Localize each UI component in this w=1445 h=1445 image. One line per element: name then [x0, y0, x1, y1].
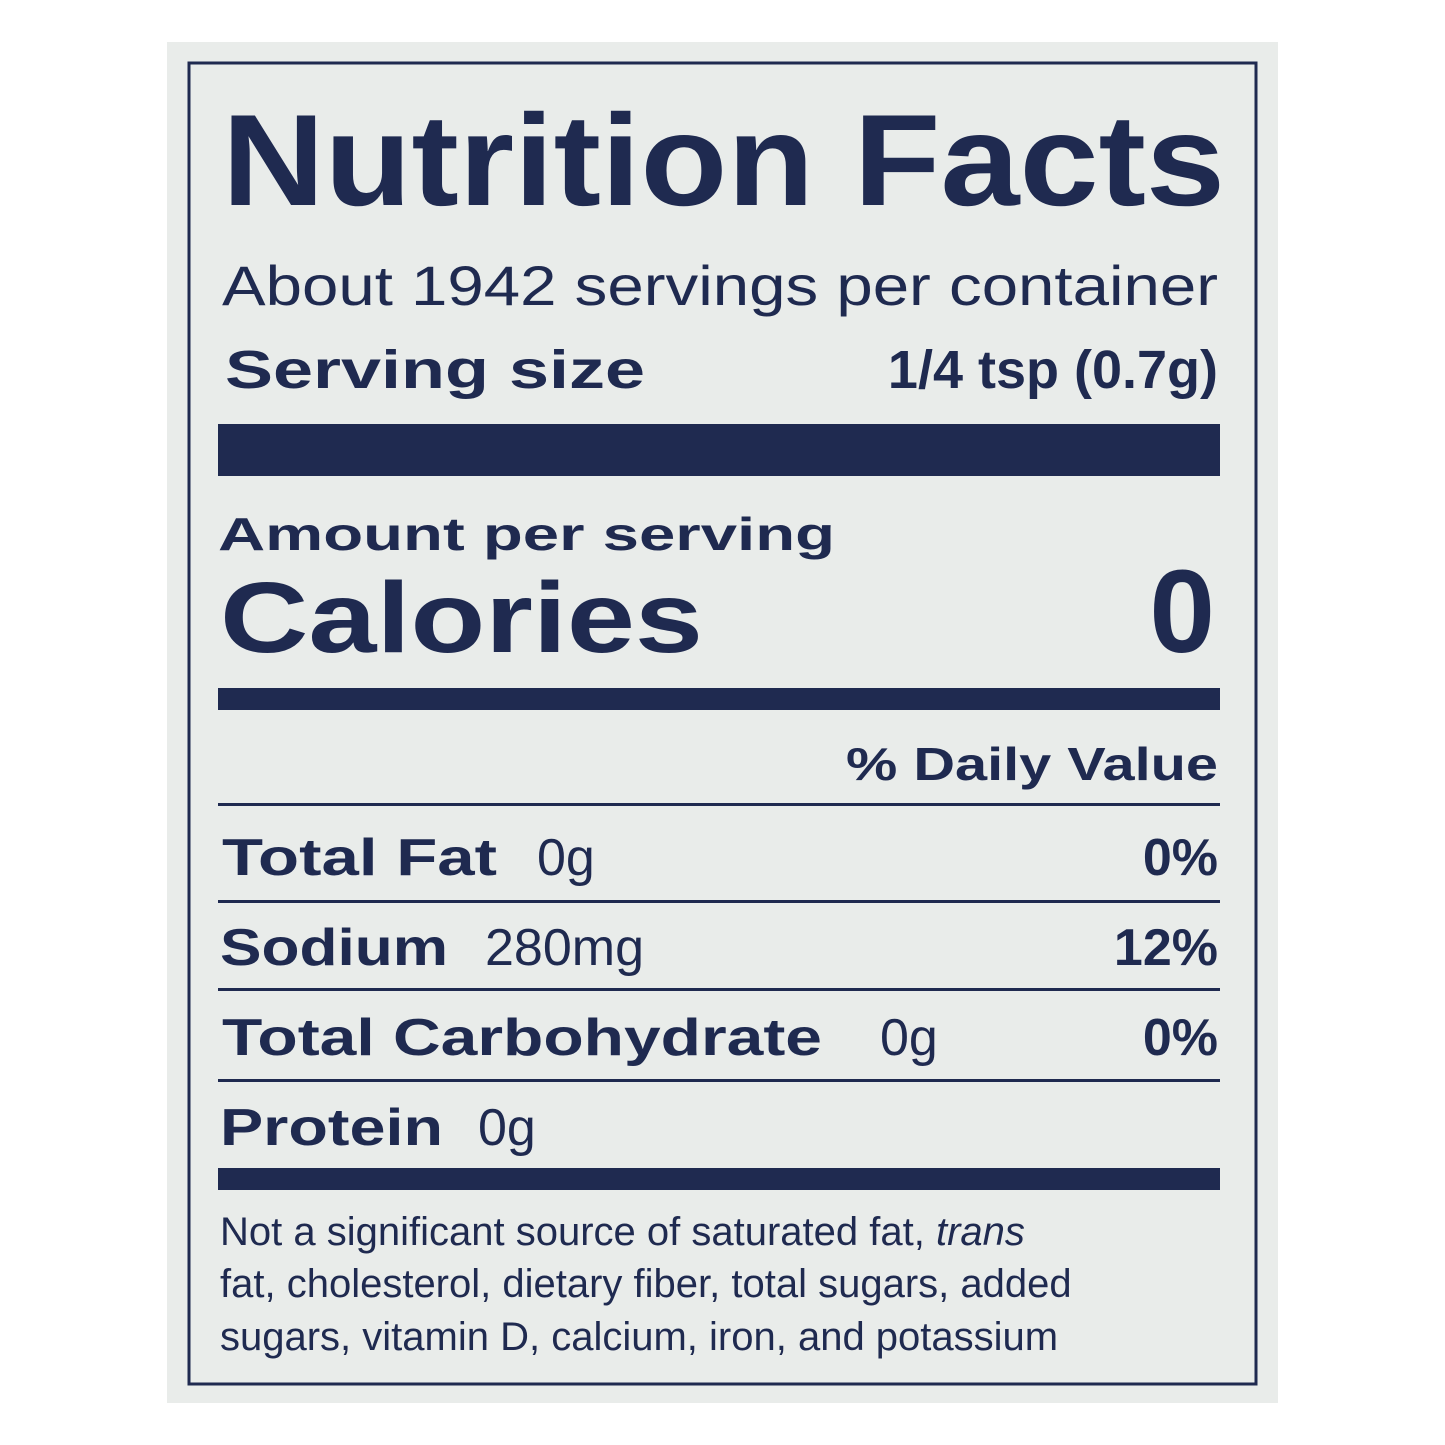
border [187, 61, 1258, 1386]
footnote: fat, cholesterol, dietary fiber, total s… [220, 1262, 1072, 1306]
title: Nutrition Facts [222, 87, 1225, 233]
nutrient-name: Total Carbohydrate [222, 1009, 822, 1067]
nutrient-name: Protein [220, 1099, 443, 1157]
nutrient-dv: 12% [1114, 919, 1218, 977]
nutrient-amount: 0g [537, 829, 595, 887]
footnote: sugars, vitamin D, calcium, iron, and po… [220, 1315, 1058, 1359]
calories-value: 0 [1149, 546, 1215, 678]
nutrient-name: Total Fat [222, 829, 497, 887]
nutrient-dv: 0% [1143, 829, 1218, 887]
nutrient-amount: 0g [478, 1099, 536, 1157]
amount-per-serving: Amount per serving [218, 508, 835, 560]
nutrient-amount: 280mg [485, 919, 644, 977]
thick-bar [218, 424, 1220, 476]
serving-size-label: Serving size [225, 340, 645, 400]
medium-bar [218, 688, 1220, 710]
rule [218, 803, 1220, 806]
nutrient-dv: 0% [1143, 1009, 1218, 1067]
footnote-italic: trans [936, 1210, 1025, 1254]
rule [218, 900, 1220, 903]
calories-label: Calories [220, 562, 703, 674]
footnote: Not a significant source of saturated fa… [220, 1210, 1025, 1254]
servings: About 1942 servings per container [222, 254, 1218, 317]
nutrient-name: Sodium [220, 919, 448, 977]
footnote-text: Not a significant source of saturated fa… [220, 1210, 925, 1254]
daily-value-header: % Daily Value [846, 738, 1218, 790]
rule [218, 1079, 1220, 1082]
panel [167, 42, 1278, 1403]
nutrient-amount: 0g [880, 1009, 938, 1067]
serving-size-value: 1/4 tsp (0.7g) [888, 340, 1218, 400]
rule [218, 988, 1220, 991]
medium-bar [218, 1168, 1220, 1190]
